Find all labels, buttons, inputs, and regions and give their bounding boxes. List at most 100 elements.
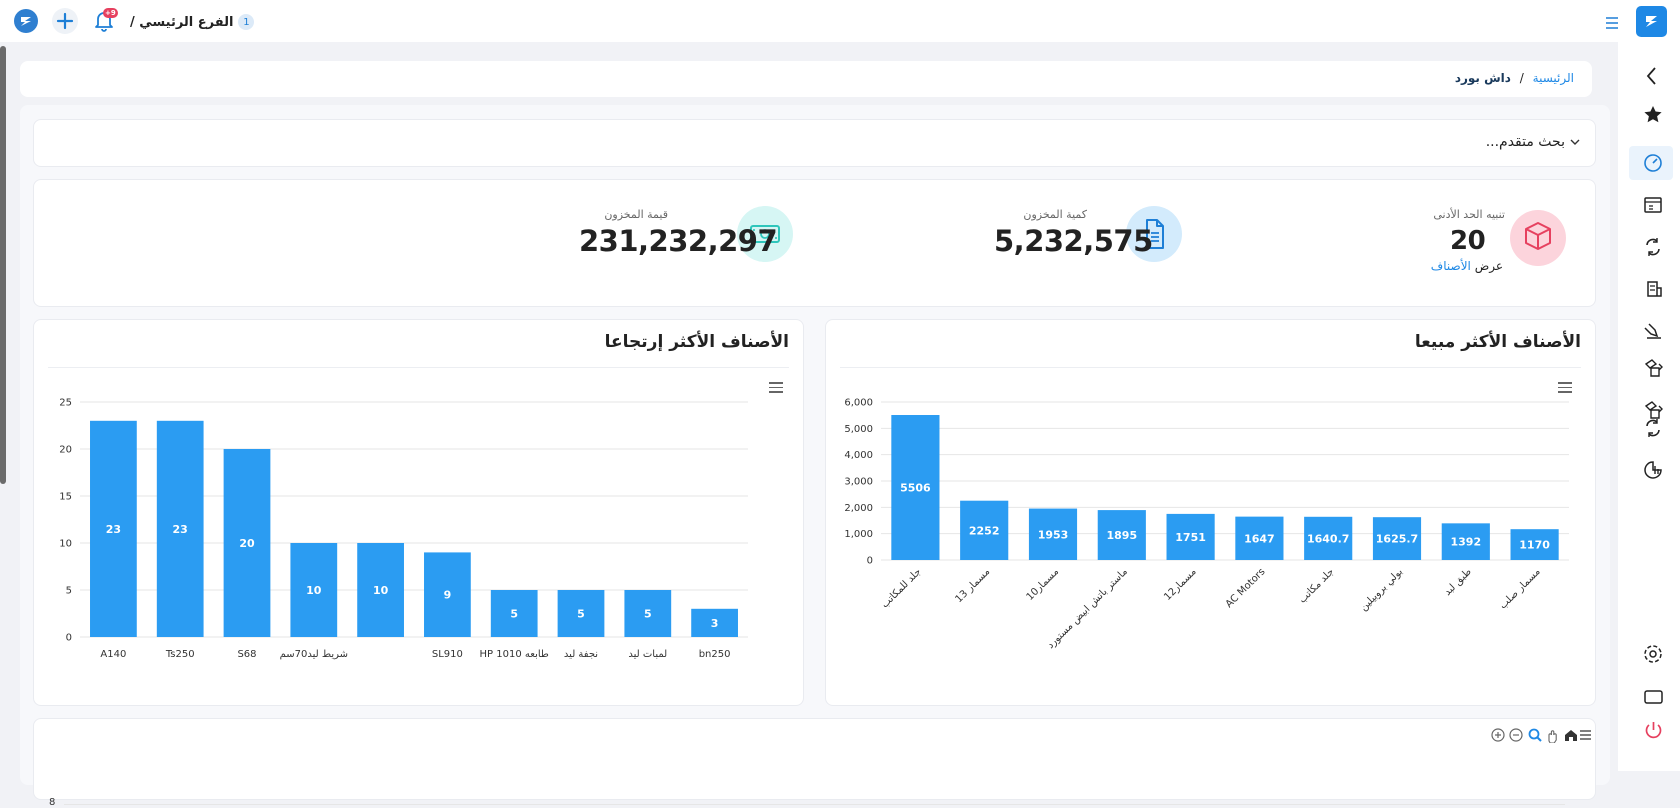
bar xyxy=(891,415,940,560)
magnify-icon[interactable] xyxy=(1528,728,1542,742)
refresh-icon[interactable] xyxy=(1646,419,1660,437)
branch-selector[interactable]: الفرع الرئيسي / 1 xyxy=(130,12,255,32)
bar-data-label: 1647 xyxy=(1244,532,1275,545)
bar-data-label: 5506 xyxy=(900,482,931,495)
bar xyxy=(490,590,538,637)
x-category-label: A140 xyxy=(100,649,126,660)
document-icon-circle xyxy=(1126,206,1182,262)
bar-data-label: 5 xyxy=(510,608,518,621)
bar xyxy=(1166,513,1215,560)
x-category-label: بولي بروبيلين xyxy=(1358,566,1405,613)
y-tick-label: 4,000 xyxy=(844,450,873,461)
bar xyxy=(223,449,271,637)
x-category-label: مسمار10 xyxy=(1025,566,1062,603)
cube-icon-circle xyxy=(1510,210,1566,266)
bar xyxy=(557,590,605,637)
reset-home-icon[interactable] xyxy=(1565,730,1577,741)
chart-toolbar xyxy=(1491,727,1591,744)
view-items-link[interactable]: الأصناف xyxy=(1430,259,1471,273)
bar-data-label: 1170 xyxy=(1519,539,1550,552)
star-icon[interactable] xyxy=(1644,106,1662,123)
x-category-label: نجفة ليد xyxy=(564,649,598,660)
stock-value-label: قيمة المخزون xyxy=(604,208,668,221)
bar-data-label: 10 xyxy=(306,584,322,597)
bar xyxy=(1235,516,1284,560)
page-scrollbar[interactable] xyxy=(0,46,6,484)
bar-data-label: 1895 xyxy=(1106,529,1137,542)
x-category-label: جلد مكاتب xyxy=(1297,566,1336,605)
y-tick-label: 1,000 xyxy=(844,529,873,540)
sync-icon[interactable] xyxy=(1646,238,1660,256)
dashboard-panel: بحث متقدم... تنبيه الحد الأدنى 20 عرض ال… xyxy=(20,105,1610,808)
collapse-icon[interactable] xyxy=(1646,67,1656,85)
notifications-button[interactable]: +9 xyxy=(94,8,118,32)
notification-badge: +9 xyxy=(103,8,118,18)
advanced-search-label: بحث متقدم... xyxy=(1485,134,1565,150)
y-tick-label: 25 xyxy=(59,398,72,409)
bar xyxy=(1028,508,1078,560)
settings-icon[interactable] xyxy=(1644,645,1662,663)
most-returned-title: الأصناف الأكثر إرتجاعا xyxy=(604,332,789,352)
zoom-in-icon[interactable] xyxy=(1491,728,1505,742)
breadcrumb-home-link[interactable]: الرئيسية xyxy=(1532,71,1574,85)
x-category-label: bn250 xyxy=(699,649,731,660)
bottom-chart-tick: 8 xyxy=(49,797,56,808)
most-returned-chart: 0 5 10 15 20 25 23 A140 23 Ts250 20 S68 10 شريط ليد70… xyxy=(59,398,748,660)
register-icon[interactable] xyxy=(1644,197,1662,213)
x-category-label: Ts250 xyxy=(165,649,195,660)
money-icon-circle xyxy=(737,206,793,262)
bar xyxy=(1441,523,1490,560)
document-icon xyxy=(1146,219,1164,249)
pan-hand-icon[interactable] xyxy=(1548,730,1557,744)
branch-label: الفرع الرئيسي / xyxy=(130,14,234,30)
stock-qty-label: كمية المخزون xyxy=(1023,208,1087,221)
min-alert-value: 20 xyxy=(1450,226,1486,256)
x-category-label: S68 xyxy=(237,649,256,660)
breadcrumb-current: داش بورد xyxy=(1454,71,1511,85)
add-button[interactable] xyxy=(52,8,78,34)
y-tick-label: 0 xyxy=(66,633,72,644)
zoom-out-icon[interactable] xyxy=(1509,728,1523,742)
best-selling-chart: 0 1,000 2,000 3,000 4,000 5,000 6,000 5506 جلد ل… xyxy=(844,398,1569,651)
power-icon[interactable] xyxy=(1645,722,1662,739)
y-tick-label: 20 xyxy=(59,445,72,456)
advanced-search-card[interactable]: بحث متقدم... xyxy=(33,119,1596,167)
x-category-label: مسمار12 xyxy=(1162,566,1199,603)
x-category-label: مسمار صلب xyxy=(1498,566,1543,611)
transfer-icon[interactable] xyxy=(1644,359,1663,377)
transfer-alt-icon[interactable] xyxy=(1644,401,1663,419)
bar xyxy=(1097,510,1146,560)
speedometer-icon[interactable] xyxy=(1644,154,1662,172)
y-tick-label: 2,000 xyxy=(844,503,873,514)
stock-value-value: 231,232,297 xyxy=(579,224,778,258)
menu-toggle-button[interactable] xyxy=(1605,14,1619,29)
x-category-label: ماستر باتش ابيض مستورد xyxy=(1045,566,1130,651)
bar-data-label: 5 xyxy=(644,608,652,621)
breadcrumb: الرئيسية / داش بورد xyxy=(20,61,1592,97)
brand-logo-icon xyxy=(1646,16,1657,27)
bar-data-label: 1392 xyxy=(1450,536,1481,549)
cube-icon xyxy=(1525,222,1551,250)
chart-menu-icon[interactable] xyxy=(1580,730,1591,740)
app-logo[interactable] xyxy=(14,9,38,33)
sidebar-item-dashboard-bg[interactable] xyxy=(1629,146,1673,180)
y-tick-label: 0 xyxy=(867,556,873,567)
y-tick-label: 5 xyxy=(66,586,72,597)
title-divider xyxy=(48,367,789,368)
brand-logo[interactable] xyxy=(1636,6,1667,37)
bar-data-label: 1751 xyxy=(1175,531,1206,544)
stats-card: تنبيه الحد الأدنى 20 عرض الأصناف كمية ال… xyxy=(33,179,1596,307)
y-tick-label: 15 xyxy=(59,492,72,503)
branch-badge: 1 xyxy=(238,14,255,30)
bar-data-label: 2252 xyxy=(969,524,1000,537)
x-category-label: لمبات ليد xyxy=(628,649,667,660)
bar-data-label: 1640.7 xyxy=(1307,532,1349,545)
bar xyxy=(691,608,738,637)
receipt-icon[interactable] xyxy=(1647,281,1662,297)
report-chart-icon[interactable] xyxy=(1644,461,1662,479)
window-icon[interactable] xyxy=(1644,690,1663,704)
scanner-icon[interactable] xyxy=(1644,323,1661,339)
chart-toolbar-icons xyxy=(1491,728,1591,744)
chart-menu-icon[interactable] xyxy=(769,382,783,393)
chart-menu-icon[interactable] xyxy=(1558,382,1572,393)
